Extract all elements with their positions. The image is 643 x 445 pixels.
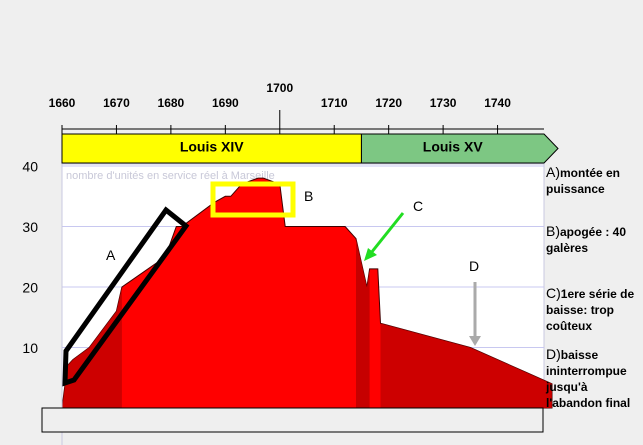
bottom-bar-1: [41, 407, 544, 433]
top-tick-label: 1680: [158, 96, 185, 110]
y-tick-label: 10: [22, 340, 38, 356]
top-tick-label: 1740: [484, 96, 511, 110]
annotation-b-outline: [210, 181, 296, 218]
annotation-d-arrowhead: [469, 336, 481, 346]
annotations: A B C D: [62, 181, 481, 387]
timeline-axis: 1660 1670 1680 1690 1700 1710 1720 1730 1740: [49, 81, 544, 134]
top-tick-label: 1670: [103, 96, 130, 110]
chart-title: nombre d'unités en service réel à Marsei…: [66, 170, 275, 182]
reign-segment: [61, 133, 362, 164]
legend-item-c: C)1ere série de baisse: trop coûteux: [546, 285, 643, 334]
legend-item-b: B)apogée : 40 galères: [546, 223, 643, 256]
annotation-label-a: A: [106, 247, 116, 263]
y-tick-label: 20: [22, 280, 38, 296]
legend-key-d: D): [546, 346, 561, 362]
legend-text-b: apogée : 40 galères: [546, 225, 627, 255]
reign-label: Louis XIV: [180, 139, 244, 155]
legend-key-a: A): [546, 164, 560, 180]
annotation-label-c: C: [413, 198, 423, 214]
legend-item-a: A)montée en puissance: [546, 164, 643, 197]
top-tick-label: 1690: [212, 96, 239, 110]
reign-bar: Louis XIV Louis XV: [61, 133, 559, 164]
reign-segment: [360, 133, 559, 164]
legend-item-d: D)baisse ininterrompue jusqu'à l'abandon…: [546, 346, 643, 411]
reign-label: Louis XV: [423, 139, 484, 155]
top-tick-label: 1660: [49, 96, 76, 110]
legend-text-c: 1ere série de baisse: trop coûteux: [546, 287, 635, 333]
top-tick-label: 1700: [266, 81, 293, 95]
top-tick-label: 1730: [430, 96, 457, 110]
annotation-c-arrow: [369, 212, 405, 254]
y-tick-label: 40: [22, 159, 38, 175]
y-tick-label: 30: [22, 219, 38, 235]
legend-key-b: B): [546, 223, 560, 239]
top-tick-label: 1710: [321, 96, 348, 110]
legend-key-c: C): [546, 285, 561, 301]
legend-text-d: baisse ininterrompue jusqu'à l'abandon f…: [546, 348, 631, 410]
area-shade-mid: [356, 238, 370, 408]
annotation-c-arrowhead: [364, 248, 377, 261]
legend-text-a: montée en puissance: [546, 166, 621, 196]
area-shade-right: [380, 323, 552, 408]
annotation-a-outline: [62, 206, 190, 387]
y-axis: 40 30 20 10: [22, 159, 38, 357]
top-tick-label: 1720: [375, 96, 402, 110]
annotation-label-d: D: [469, 258, 479, 274]
annotation-label-b: B: [304, 188, 313, 204]
data-area: [61, 164, 553, 445]
